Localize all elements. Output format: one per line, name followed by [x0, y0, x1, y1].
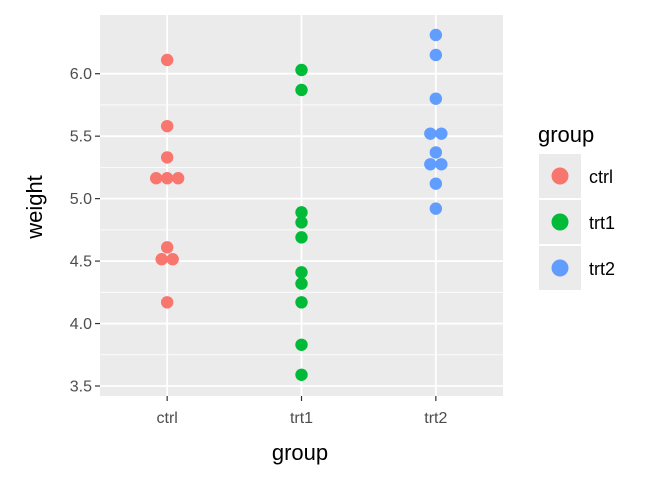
point-trt2 [424, 127, 437, 140]
point-ctrl [160, 172, 174, 185]
point-trt1 [295, 231, 308, 244]
point-trt2 [429, 48, 443, 62]
legend-label-trt2: trt2 [589, 259, 615, 279]
legend-label-ctrl: ctrl [589, 167, 613, 187]
point-ctrl [160, 151, 174, 164]
point-trt1 [295, 277, 308, 290]
x-axis-title: group [272, 440, 328, 465]
y-tick-label: 6.0 [70, 66, 92, 83]
point-ctrl [155, 253, 168, 266]
point-ctrl [160, 53, 174, 67]
y-tick-label: 5.0 [70, 191, 92, 208]
point-trt1 [295, 216, 308, 229]
x-tick-label: ctrl [157, 410, 178, 427]
x-axis: ctrl trt1 trt2 [157, 396, 447, 427]
legend-swatch-ctrl [551, 167, 569, 185]
point-trt2 [424, 158, 437, 171]
point-ctrl [160, 296, 174, 309]
point-trt2 [435, 158, 448, 171]
data-points [149, 28, 448, 381]
y-axis-title: weight [22, 175, 47, 240]
point-trt2 [429, 177, 443, 190]
point-trt1 [295, 296, 308, 309]
point-ctrl [166, 253, 179, 266]
point-trt2 [429, 28, 443, 42]
point-ctrl [149, 172, 163, 185]
point-trt2 [435, 127, 448, 140]
point-trt1 [295, 206, 308, 219]
point-trt1 [295, 63, 308, 77]
legend-swatch-trt1 [551, 213, 569, 231]
legend: group ctrl trt1 trt2 [538, 122, 615, 290]
y-tick-label: 5.5 [70, 129, 92, 146]
y-axis: 3.5 4.0 4.5 5.0 5.5 6.0 [70, 66, 100, 396]
y-tick-label: 4.0 [70, 316, 92, 333]
point-trt1 [295, 83, 308, 97]
legend-title: group [538, 122, 594, 147]
legend-swatch-trt2 [551, 259, 569, 277]
x-tick-label: trt1 [290, 410, 313, 427]
point-ctrl [160, 119, 174, 133]
point-trt2 [429, 92, 443, 105]
point-ctrl [171, 172, 185, 185]
legend-label-trt1: trt1 [589, 213, 615, 233]
point-trt1 [295, 338, 308, 351]
x-tick-label: trt2 [424, 410, 447, 427]
y-tick-label: 3.5 [70, 379, 92, 396]
point-trt1 [295, 368, 308, 381]
point-trt2 [429, 202, 443, 215]
y-tick-label: 4.5 [70, 254, 92, 271]
point-ctrl [160, 241, 174, 254]
point-trt1 [295, 266, 308, 279]
point-trt2 [429, 146, 443, 159]
